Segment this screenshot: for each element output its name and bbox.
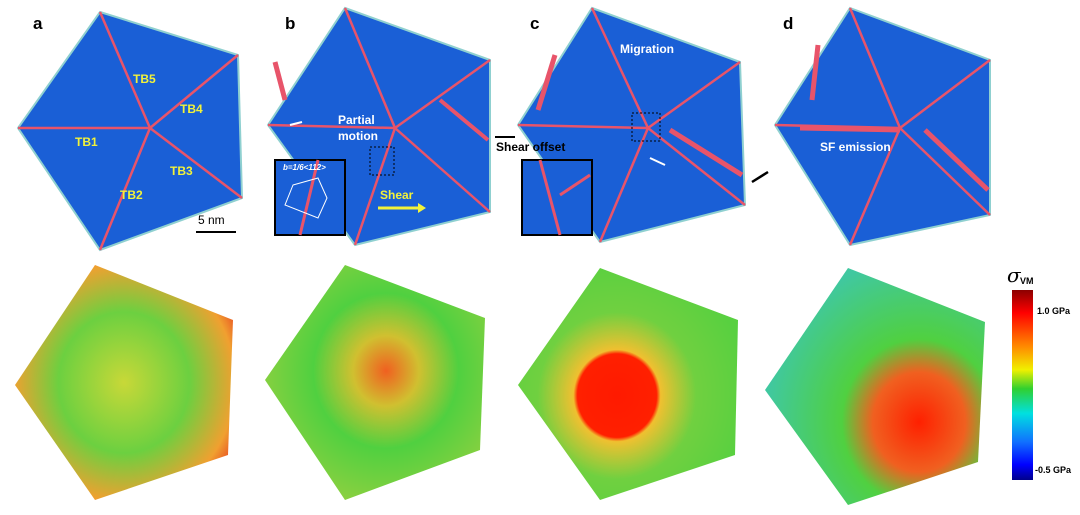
tb1-label: TB1	[75, 135, 98, 149]
panel-label-a: a	[33, 14, 43, 33]
stress-map-a	[15, 265, 233, 500]
dashed-selection-box	[631, 112, 661, 142]
colorbar-symbol: σ	[1007, 263, 1021, 287]
colorbar-min-label: -0.5 GPa	[1035, 465, 1072, 475]
twin-boundaries	[18, 11, 243, 251]
tb3-label: TB3	[170, 164, 193, 178]
panel-c-atomistic	[495, 6, 769, 244]
twin-boundaries	[774, 7, 991, 246]
arrow-icon	[289, 121, 303, 126]
tb5-label: TB5	[133, 72, 156, 86]
colorbar-max-label: 1.0 GPa	[1037, 306, 1071, 316]
twin-boundaries	[267, 7, 491, 246]
panel-label-d: d	[783, 14, 794, 33]
arrow-icon	[649, 157, 666, 166]
burgers-circuit	[284, 177, 328, 219]
burgers-vector-label: b=1/6<112>	[283, 163, 326, 172]
migration-label: Migration	[620, 42, 674, 56]
sf-emission-label: SF emission	[820, 140, 891, 154]
panel-label-c: c	[530, 14, 540, 33]
panel-label-b: b	[285, 14, 296, 33]
black-arrow-icon	[751, 170, 769, 184]
twin-boundaries	[517, 7, 746, 243]
stress-map-d	[765, 268, 985, 505]
stress-map-b	[265, 265, 485, 500]
grain-pentagon	[16, 10, 244, 252]
panel-b-atomistic	[266, 6, 491, 247]
tb2-label: TB2	[120, 188, 143, 202]
panel-a-atomistic	[16, 10, 244, 252]
colorbar-subscript: VM	[1020, 276, 1034, 286]
shear-offset-label: Shear offset	[496, 140, 566, 154]
partial-motion-label-line1: Partial	[338, 113, 375, 127]
partial-motion-label-line2: motion	[338, 129, 378, 143]
stress-map-c	[518, 268, 738, 500]
dashed-selection-box	[369, 146, 395, 176]
panel-d-atomistic	[773, 6, 991, 247]
shear-label: Shear	[380, 188, 414, 202]
colorbar	[1012, 290, 1033, 480]
tb4-label: TB4	[180, 102, 203, 116]
scale-bar-label: 5 nm	[198, 213, 225, 227]
